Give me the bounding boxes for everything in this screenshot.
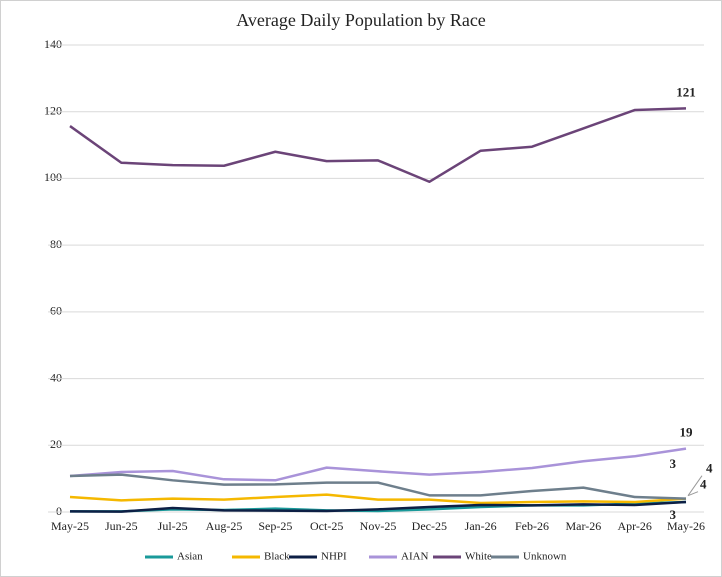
legend-label: Asian [177, 551, 203, 563]
legend-label: Unknown [523, 551, 567, 563]
data-label: 19 [680, 425, 694, 440]
x-tick-label: Mar-26 [565, 519, 601, 533]
legend-label: Black [264, 551, 290, 563]
legend-label: AIAN [401, 551, 429, 563]
series-line [69, 447, 687, 482]
x-tick-label: Jun-25 [105, 519, 138, 533]
series-line [69, 500, 687, 513]
x-tick-label: May-26 [667, 519, 705, 533]
data-label: 3 [670, 456, 677, 471]
y-tick-label: 20 [50, 437, 62, 451]
x-tick-label: May-25 [51, 519, 89, 533]
y-tick-label: 80 [50, 237, 62, 251]
y-tick-label: 100 [44, 170, 62, 184]
x-tick-label: Feb-26 [515, 519, 549, 533]
label-leader [687, 475, 703, 496]
data-label: 121 [676, 84, 696, 99]
series-line [69, 473, 687, 500]
data-label: 4 [700, 477, 707, 492]
data-label: 4 [706, 461, 713, 476]
x-tick-label: Sep-25 [258, 519, 292, 533]
x-tick-label: Apr-26 [617, 519, 651, 533]
y-tick-label: 40 [50, 370, 62, 384]
chart-title: Average Daily Population by Race [236, 10, 486, 30]
series-line [69, 107, 687, 184]
x-tick-label: Oct-25 [310, 519, 343, 533]
y-tick-label: 140 [44, 37, 62, 51]
legend-label: White [465, 551, 492, 563]
y-tick-label: 0 [56, 504, 62, 518]
legend-label: NHPI [321, 551, 347, 563]
x-tick-label: Aug-25 [206, 519, 243, 533]
y-tick-label: 60 [50, 304, 62, 318]
x-tick-label: Jul-25 [158, 519, 188, 533]
x-tick-label: Nov-25 [360, 519, 397, 533]
y-tick-label: 120 [44, 103, 62, 117]
data-label: 3 [670, 507, 677, 522]
series-line [69, 493, 687, 505]
label-leader [687, 491, 699, 497]
x-tick-label: Jan-26 [465, 519, 497, 533]
x-tick-label: Dec-25 [412, 519, 447, 533]
